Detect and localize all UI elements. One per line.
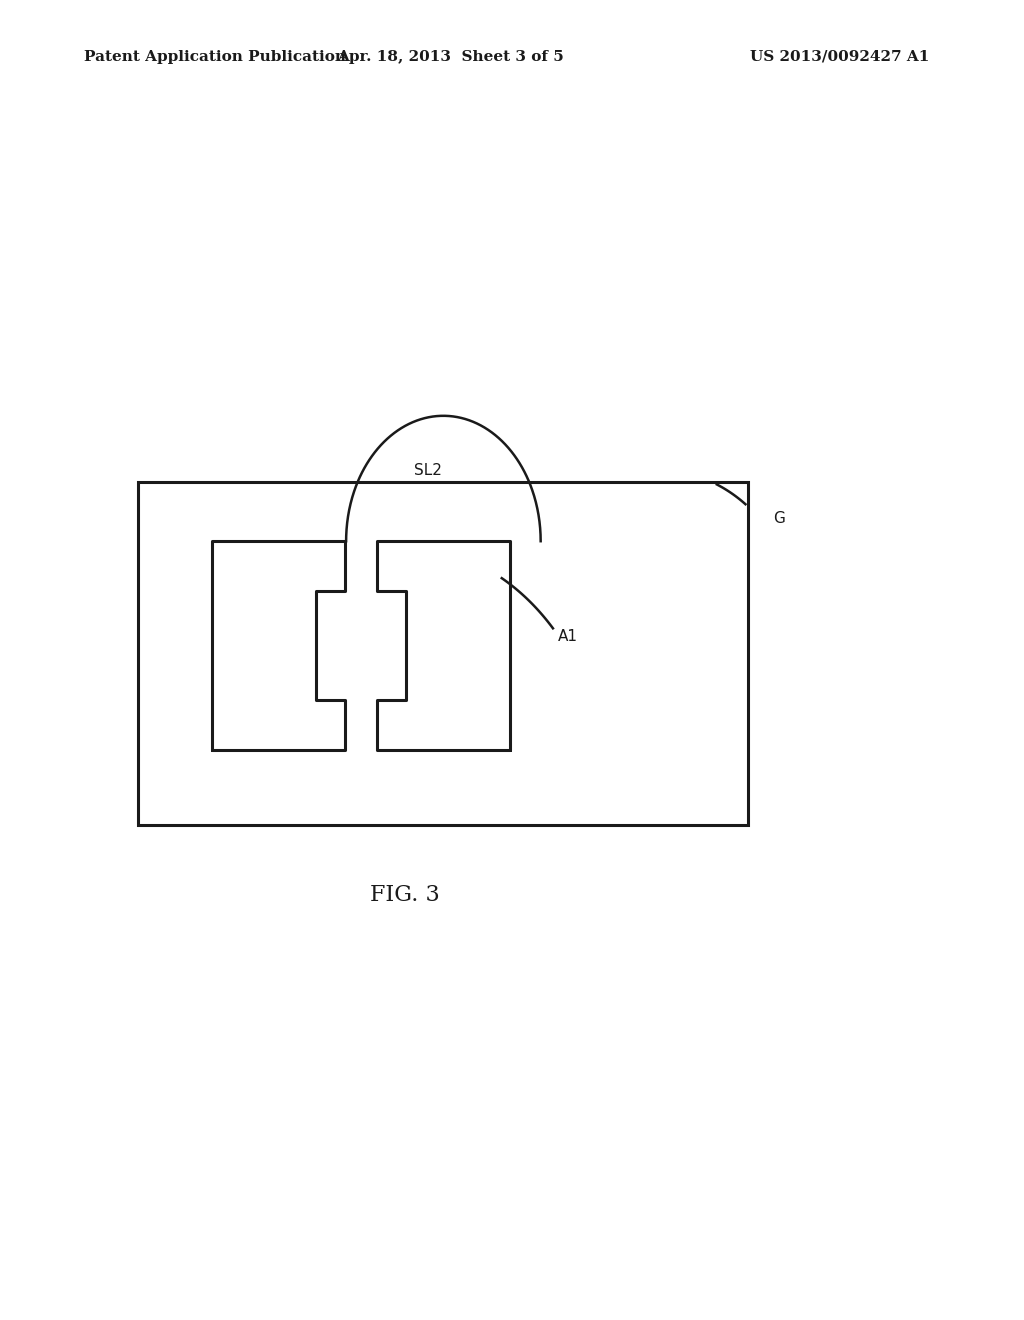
Text: US 2013/0092427 A1: US 2013/0092427 A1 (750, 50, 930, 63)
Text: Apr. 18, 2013  Sheet 3 of 5: Apr. 18, 2013 Sheet 3 of 5 (337, 50, 564, 63)
Text: A1: A1 (558, 628, 579, 644)
Text: SL2: SL2 (414, 463, 442, 478)
Text: FIG. 3: FIG. 3 (370, 884, 439, 906)
Text: G: G (773, 511, 785, 527)
Text: Patent Application Publication: Patent Application Publication (84, 50, 346, 63)
Bar (138, 482, 748, 825)
